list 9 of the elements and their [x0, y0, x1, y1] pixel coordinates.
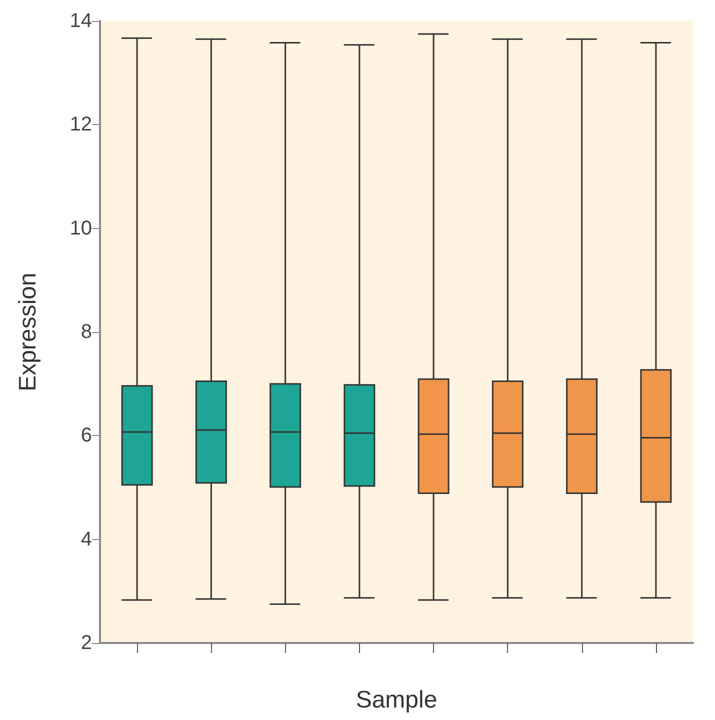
y-tick-label: 12: [70, 114, 92, 136]
x-axis-title: Sample: [356, 686, 438, 714]
y-axis-title: Expression: [14, 272, 42, 392]
y-tick-label: 6: [80, 424, 92, 447]
y-tick-label: 10: [70, 217, 92, 240]
y-tick-label: 8: [80, 321, 92, 343]
y-tick-label: 2: [80, 632, 92, 654]
y-tick-label: 4: [80, 528, 92, 550]
y-tick-label: 14: [70, 10, 92, 32]
